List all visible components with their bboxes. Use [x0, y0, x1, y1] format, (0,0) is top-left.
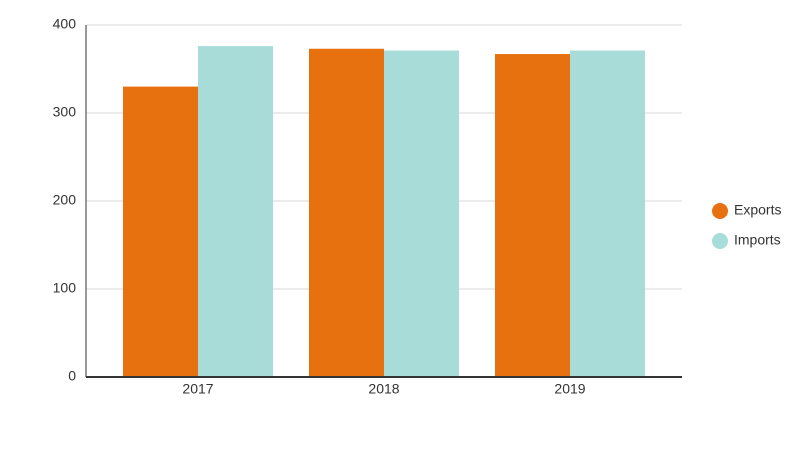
x-tick-label: 2019 [554, 381, 585, 397]
bar [495, 54, 570, 377]
bar [309, 48, 384, 377]
legend-label[interactable]: Exports [734, 202, 781, 218]
bar [198, 46, 273, 378]
y-tick-label: 300 [53, 104, 77, 120]
y-tick-label: 400 [53, 16, 77, 32]
x-tick-label: 2017 [182, 381, 213, 397]
y-tick-label: 200 [53, 192, 77, 208]
bar [570, 50, 645, 378]
bar [123, 86, 198, 377]
legend-label[interactable]: Imports [734, 232, 781, 248]
x-tick-label: 2018 [368, 381, 399, 397]
bar [384, 50, 459, 378]
y-tick-label: 100 [53, 280, 77, 296]
y-tick-label: 0 [68, 368, 76, 384]
legend-marker[interactable] [712, 203, 728, 219]
legend-marker[interactable] [712, 233, 728, 249]
